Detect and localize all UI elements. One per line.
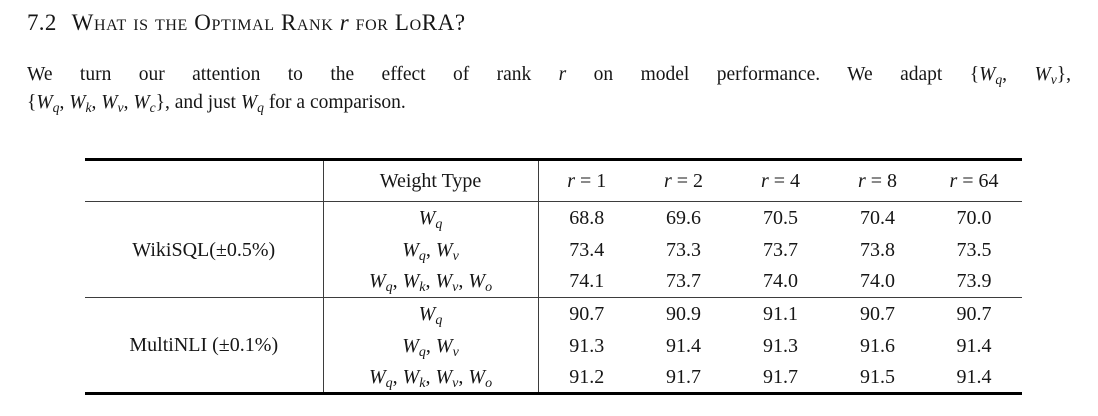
- weight-type-cell: Wq, Wv: [323, 233, 539, 266]
- score-cell: 90.7: [829, 297, 926, 330]
- score-cell: 73.7: [763, 238, 798, 261]
- header-rank-r8: r = 8: [829, 159, 926, 202]
- score-cell: 91.7: [666, 365, 701, 388]
- weight-type-cell: Wq: [323, 201, 539, 234]
- results-table: Weight Type r = 1 r = 2 r = 4 r = 8 r = …: [85, 158, 1022, 395]
- score-cell: 74.0: [860, 270, 895, 293]
- score-cell: 68.8: [569, 206, 605, 229]
- paragraph-line-1: We turn our attention to the effect of r…: [27, 64, 1071, 87]
- weight-type-cell: Wq, Wk, Wv, Wo: [323, 361, 539, 394]
- score-cell: 91.4: [666, 334, 701, 357]
- score-cell: 73.7: [666, 270, 701, 293]
- table-row: Wq, Wk, Wv, Wo 74.1 73.7 74.0 74.0 73.9: [85, 265, 1022, 298]
- score-cell: 90.9: [635, 297, 732, 330]
- score-cell: 91.1: [732, 297, 829, 330]
- score-cell: 73.4: [569, 238, 605, 261]
- header-rank-r1: r = 1: [538, 159, 635, 202]
- table-row: Wq, Wv 73.4 73.3 73.7 73.8 73.5: [85, 233, 1022, 266]
- header-empty-cell: [85, 159, 324, 202]
- header-rank-r2: r = 2: [635, 159, 732, 202]
- score-cell: 73.9: [956, 270, 992, 293]
- paragraph-line-2: {Wq, Wk, Wv, Wc}, and just Wq for a comp…: [27, 92, 406, 115]
- header-weight-type: Weight Type: [323, 159, 539, 202]
- score-cell: 91.5: [860, 365, 895, 388]
- score-cell: 91.3: [569, 334, 605, 357]
- section-heading: 7.2 What is the Optimal Rank r for LoRA?: [27, 10, 466, 36]
- score-cell: 91.7: [763, 365, 798, 388]
- weight-type-cell: Wq, Wk, Wv, Wo: [323, 265, 539, 298]
- score-cell: 73.3: [666, 238, 701, 261]
- weight-type-cell: Wq, Wv: [323, 329, 539, 362]
- score-cell: 73.8: [860, 238, 895, 261]
- table-row: Wq, Wv 91.3 91.4 91.3 91.6 91.4: [85, 329, 1022, 362]
- score-cell: 70.4: [860, 206, 895, 229]
- score-cell: 70.0: [956, 206, 992, 229]
- group-label-multinli: MultiNLI (±0.1%): [85, 297, 324, 394]
- score-cell: 73.5: [956, 238, 992, 261]
- score-cell: 74.1: [569, 270, 605, 293]
- header-rank-r4: r = 4: [732, 159, 829, 202]
- table-row: MultiNLI (±0.1%) Wq 90.7 90.9 91.1 90.7 …: [85, 297, 1022, 394]
- score-cell: 91.2: [569, 365, 605, 388]
- score-cell: 91.4: [956, 365, 992, 388]
- group-label-wikisql: WikiSQL(±0.5%): [85, 201, 324, 298]
- score-cell: 91.4: [956, 334, 992, 357]
- score-cell: 69.6: [666, 206, 701, 229]
- body-paragraph: We turn our attention to the effect of r…: [27, 61, 1071, 117]
- score-cell: 91.3: [763, 334, 798, 357]
- weight-type-cell: Wq: [323, 297, 539, 330]
- header-rank-r64: r = 64: [926, 159, 1022, 202]
- score-cell: 90.7: [538, 297, 635, 330]
- score-cell: 70.5: [763, 206, 798, 229]
- section-title: What is the Optimal Rank r for LoRA?: [71, 10, 466, 35]
- score-cell: 91.6: [860, 334, 895, 357]
- table-row: Wq, Wk, Wv, Wo 91.2 91.7 91.7 91.5 91.4: [85, 361, 1022, 394]
- score-cell: 74.0: [763, 270, 798, 293]
- table-header-row: Weight Type r = 1 r = 2 r = 4 r = 8 r = …: [85, 159, 1022, 202]
- score-cell: 90.7: [926, 297, 1022, 330]
- table-row: WikiSQL(±0.5%) Wq 68.8 69.6 70.5 70.4 70…: [85, 201, 1022, 298]
- section-number: 7.2: [27, 10, 57, 35]
